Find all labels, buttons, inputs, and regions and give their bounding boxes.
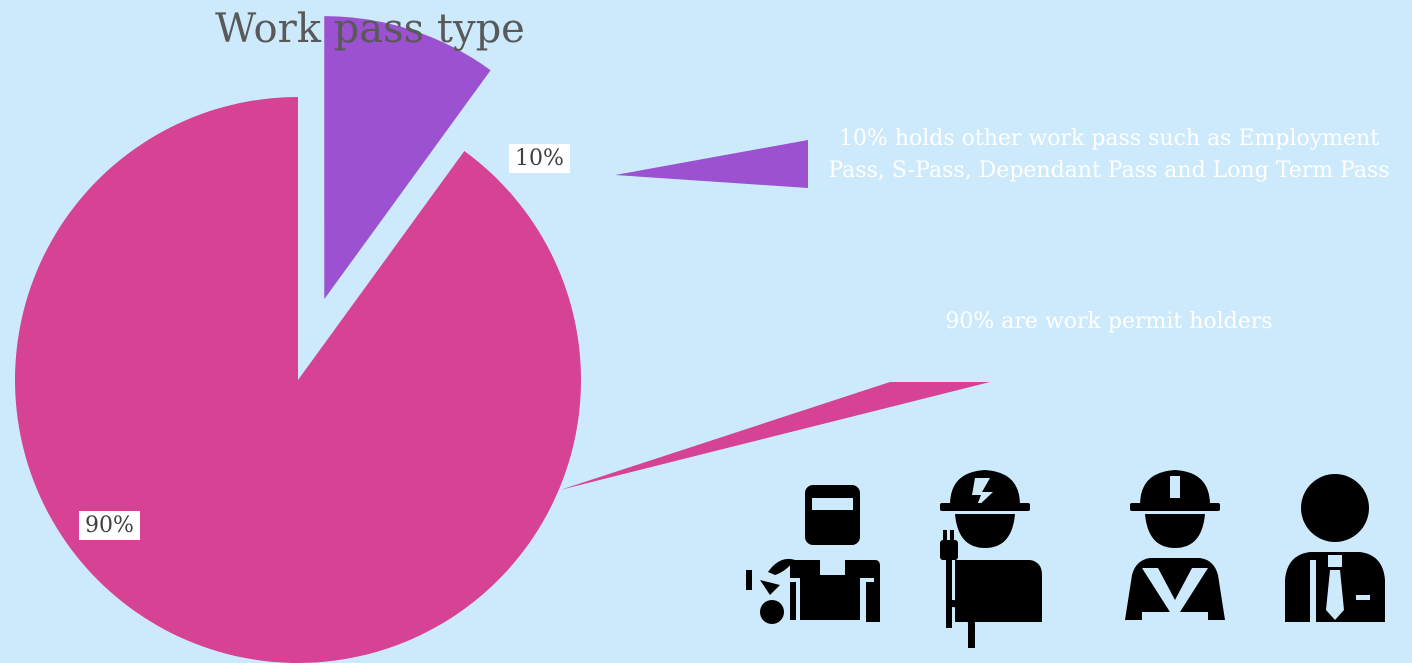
electrician-icon xyxy=(940,470,1042,648)
chart-title: Work pass type xyxy=(215,6,525,52)
welder-icon xyxy=(746,485,880,624)
data-label-10: 10% xyxy=(509,144,570,173)
office-worker-icon xyxy=(1285,474,1385,622)
pie-chart xyxy=(15,16,582,663)
construction-worker-icon xyxy=(1125,470,1225,620)
pie-slice-90 xyxy=(15,97,582,663)
callout-pointer-permit xyxy=(560,382,990,490)
pie-slice-10 xyxy=(324,16,491,300)
callout-other-work-pass: 10% holds other work pass such as Employ… xyxy=(806,95,1412,215)
callout-pointer-other xyxy=(615,140,808,188)
callout-permit-text: 90% are work permit holders xyxy=(945,309,1273,334)
data-label-90: 90% xyxy=(79,511,140,540)
callout-other-text: 10% holds other work pass such as Employ… xyxy=(828,126,1390,183)
callout-work-permit: 90% are work permit holders xyxy=(806,262,1412,382)
